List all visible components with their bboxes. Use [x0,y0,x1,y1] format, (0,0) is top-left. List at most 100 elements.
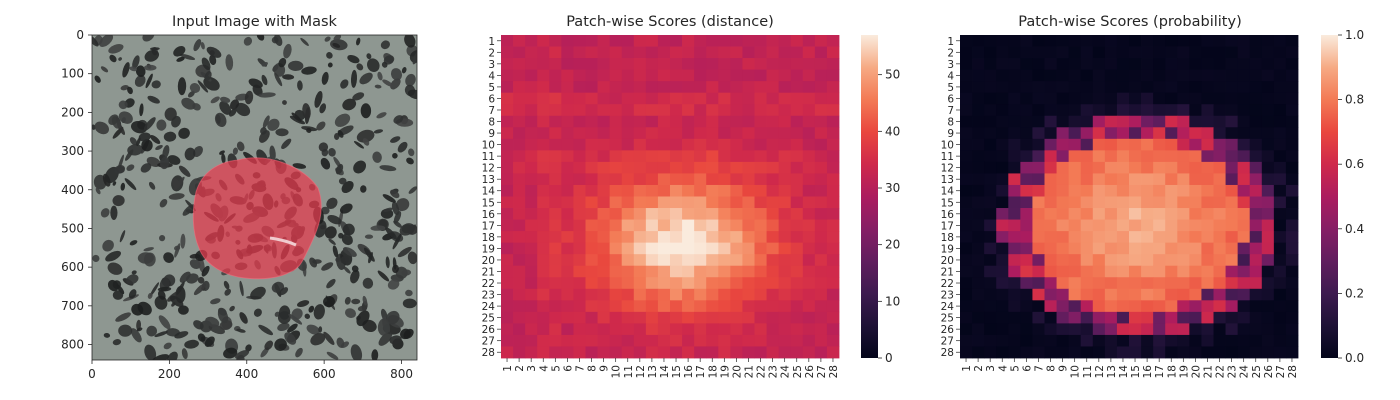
probability-cell [1153,115,1166,128]
texture-blob [332,42,341,48]
distance-cell [694,265,707,278]
probability-cell [1080,254,1094,267]
distance-cell [754,35,767,47]
probability-cell [1261,208,1275,220]
distance-cell [561,138,574,151]
probability-cell [1285,127,1299,140]
probability-cell [1104,161,1118,174]
distance-cell [537,323,550,336]
distance-cell [766,323,780,336]
distance-cell [609,311,623,324]
distance-cell [730,161,743,174]
col-label: 15 [1130,365,1142,378]
distance-cell [549,58,562,71]
texture-blob [385,256,390,269]
probability-cell [1056,173,1070,186]
distance-cell [597,311,611,324]
probability-cell [1201,150,1214,163]
probability-cell [1285,300,1299,313]
probability-cell [1092,323,1106,336]
distance-cell [573,334,586,347]
distance-cell [826,46,840,59]
probability-cell [1044,265,1057,278]
distance-cell [670,323,683,336]
distance-cell [513,254,526,267]
distance-cell [513,265,526,278]
distance-cell [730,254,743,267]
texture-blob [370,225,386,231]
texture-blob [360,103,372,119]
colorbar-tick-label: 1.0 [1345,28,1364,42]
distance-cell [501,231,514,244]
distance-cell [814,46,828,59]
distance-cell [742,323,755,336]
texture-blob [379,165,397,172]
distance-cell [718,208,731,220]
col-label: 19 [1178,365,1190,378]
probability-cell [1177,334,1190,347]
distance-cell [706,150,719,163]
distance-cell [718,46,731,59]
probability-cell [1153,150,1166,163]
distance-cell [501,173,514,186]
distance-cell [718,288,731,301]
probability-cell [1285,161,1299,174]
probability-cell [1285,219,1299,232]
colorbar-tick-label: 0.0 [1345,351,1364,365]
texture-blob [112,181,117,186]
texture-blob [155,144,163,151]
row-label: 9 [947,128,954,140]
y-tick-label: 400 [61,183,84,197]
texture-blob [225,54,234,71]
probability-cell [1044,231,1057,244]
probability-cell [960,334,973,347]
probability-cell [1189,288,1202,301]
texture-blob [351,265,359,273]
distance-cell [814,35,828,47]
distance-cell [778,127,792,140]
probability-cell [1249,115,1263,128]
texture-blob [288,60,304,72]
texture-blob [99,35,114,47]
distance-cell [814,208,828,220]
distance-cell [766,184,780,197]
distance-cell [766,196,780,209]
probability-cell [1177,161,1190,174]
probability-cell [1068,300,1082,313]
row-label: 1 [488,36,495,48]
probability-cell [1153,219,1166,232]
probability-cell [1177,288,1190,301]
distance-cell [609,288,623,301]
distance-cell [682,277,695,290]
probability-cell [1080,334,1094,347]
distance-cell [814,127,828,140]
probability-cell [1213,311,1226,324]
probability-cell [1104,127,1118,140]
probability-cell [1068,115,1082,128]
distance-cell [718,173,731,186]
distance-cell [730,46,743,59]
y-tick-label: 100 [61,67,84,81]
distance-cell [718,219,731,232]
distance-cell [585,288,598,301]
texture-blob [143,247,154,252]
distance-cell [633,254,647,267]
probability-cell [1225,288,1239,301]
distance-cell [561,184,574,197]
col-label: 4 [538,365,550,372]
probability-cell [1044,323,1057,336]
probability-cell [1153,173,1166,186]
probability-cell [1092,127,1106,140]
probability-cell [1104,196,1118,209]
texture-blob [309,257,318,268]
texture-blob [390,136,401,143]
distance-cell [730,219,743,232]
probability-cell [1141,35,1154,47]
probability-cell [1141,219,1154,232]
texture-blob [152,354,169,360]
row-label: 26 [941,324,955,336]
probability-cell [1261,196,1275,209]
probability-cell [1141,288,1154,301]
probability-cell [996,231,1009,244]
probability-cell [1273,58,1287,71]
